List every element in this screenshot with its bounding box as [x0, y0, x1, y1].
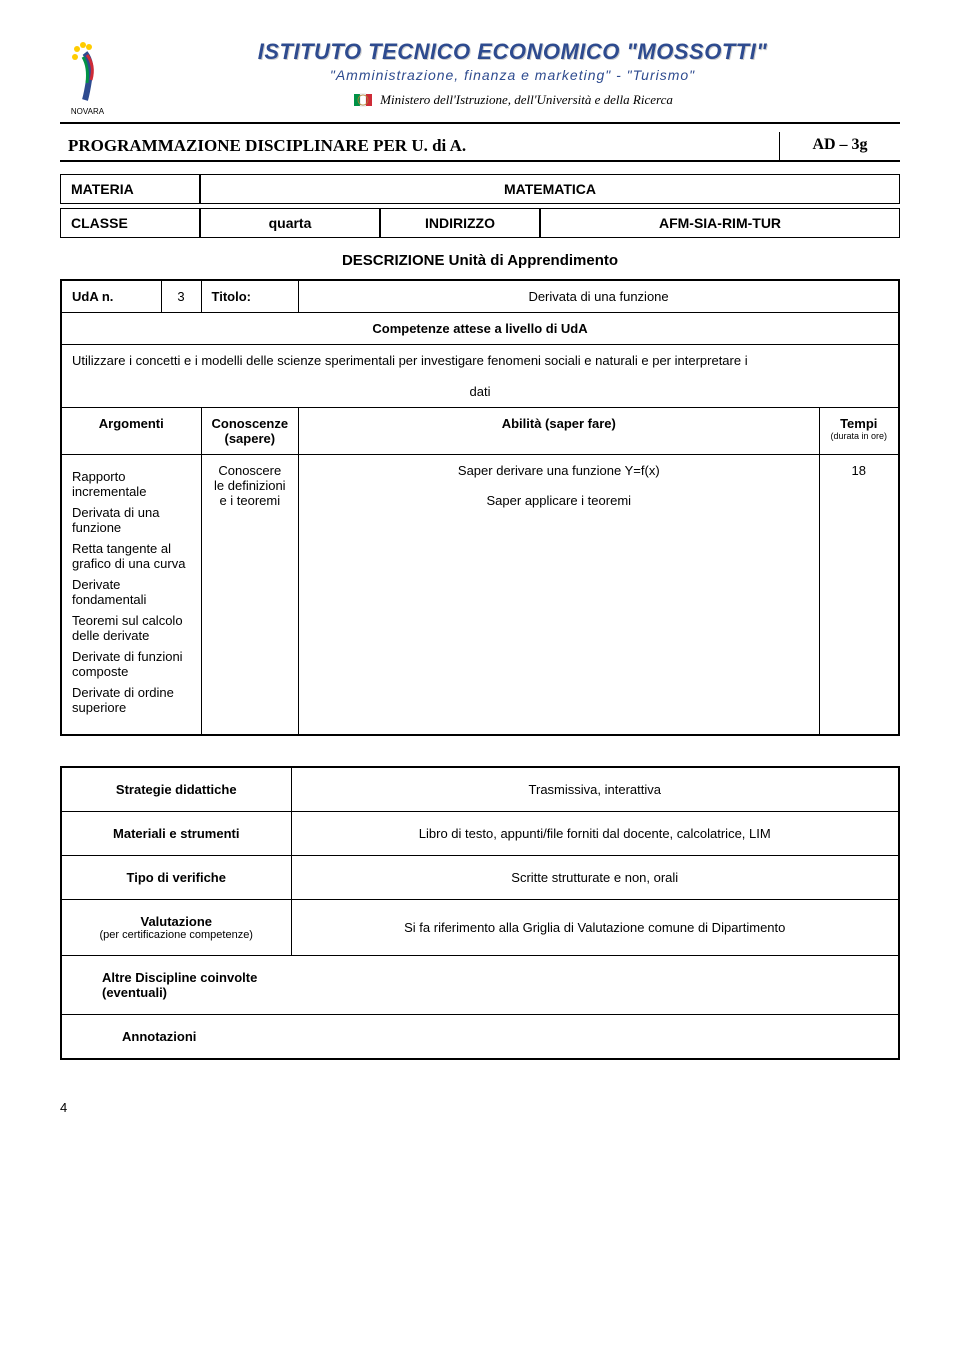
- arg-item: Derivate di ordine superiore: [72, 685, 191, 715]
- logo-novara-text: NOVARA: [71, 107, 104, 116]
- dati-row: dati: [61, 376, 899, 408]
- verifiche-row: Tipo di verifiche Scritte strutturate e …: [61, 855, 899, 899]
- uda-table: UdA n. 3 Titolo: Derivata di una funzion…: [60, 279, 900, 736]
- col-tempi: Tempi (durata in ore): [819, 408, 899, 455]
- content-row: Rapporto incrementale Derivata di una fu…: [61, 455, 899, 735]
- abilita-text1: Saper derivare una funzione Y=f(x): [458, 463, 660, 478]
- col-argomenti: Argomenti: [61, 408, 201, 455]
- header-text-block: ISTITUTO TECNICO ECONOMICO "MOSSOTTI" "A…: [125, 39, 900, 111]
- header-divider-top: [60, 122, 900, 124]
- italy-emblem-icon: [352, 89, 374, 111]
- classe-value: quarta: [200, 208, 380, 238]
- classe-row: CLASSE quarta INDIRIZZO AFM-SIA-RIM-TUR: [60, 208, 900, 238]
- uda-label: UdA n.: [61, 280, 161, 313]
- valutazione-sub: (per certificazione competenze): [74, 929, 279, 941]
- discipline-row: Altre Discipline coinvolte (eventuali): [61, 955, 899, 1014]
- uda-titolo-value: Derivata di una funzione: [299, 280, 899, 313]
- ministry-line: Ministero dell'Istruzione, dell'Universi…: [125, 89, 900, 111]
- materiali-value: Libro di testo, appunti/file forniti dal…: [291, 811, 899, 855]
- school-logo: NOVARA: [60, 30, 115, 120]
- page-number: 4: [60, 1100, 900, 1115]
- header-divider-bottom: [60, 160, 900, 162]
- indirizzo-label: INDIRIZZO: [380, 208, 540, 238]
- discipline-label: Altre Discipline coinvolte: [102, 970, 257, 985]
- materiali-label: Materiali e strumenti: [61, 811, 291, 855]
- discipline-cell: Altre Discipline coinvolte (eventuali): [61, 955, 899, 1014]
- argomenti-cell: Rapporto incrementale Derivata di una fu…: [61, 455, 201, 735]
- ministry-text: Ministero dell'Istruzione, dell'Universi…: [380, 92, 673, 108]
- uda-titolo-label: Titolo:: [201, 280, 299, 313]
- valutazione-label: Valutazione (per certificazione competen…: [61, 899, 291, 955]
- arg-item: Teoremi sul calcolo delle derivate: [72, 613, 191, 643]
- columns-header-row: Argomenti Conoscenze (sapere) Abilità (s…: [61, 408, 899, 455]
- materia-label: MATERIA: [60, 174, 200, 204]
- arg-item: Retta tangente al grafico di una curva: [72, 541, 191, 571]
- verifiche-value: Scritte strutturate e non, orali: [291, 855, 899, 899]
- descrizione-heading: DESCRIZIONE Unità di Apprendimento: [60, 252, 900, 269]
- competenze-header-row: Competenze attese a livello di UdA: [61, 313, 899, 345]
- lower-table: Strategie didattiche Trasmissiva, intera…: [60, 766, 900, 1060]
- conoscenze-cell: Conoscere le definizioni e i teoremi: [201, 455, 299, 735]
- col-abilita: Abilità (saper fare): [299, 408, 819, 455]
- materia-row: MATERIA MATEMATICA: [60, 174, 900, 204]
- indirizzo-value: AFM-SIA-RIM-TUR: [540, 208, 900, 238]
- strategie-row: Strategie didattiche Trasmissiva, intera…: [61, 767, 899, 812]
- mossotti-logo-icon: [65, 35, 110, 105]
- col-conoscenze: Conoscenze (sapere): [201, 408, 299, 455]
- annotazioni-row: Annotazioni: [61, 1014, 899, 1059]
- valutazione-row: Valutazione (per certificazione competen…: [61, 899, 899, 955]
- arg-item: Derivate fondamentali: [72, 577, 191, 607]
- materiali-row: Materiali e strumenti Libro di testo, ap…: [61, 811, 899, 855]
- document-header: NOVARA ISTITUTO TECNICO ECONOMICO "MOSSO…: [60, 30, 900, 120]
- competenze-text: Utilizzare i concetti e i modelli delle …: [61, 345, 899, 377]
- arg-item: Rapporto incrementale: [72, 469, 191, 499]
- section-code: AD – 3g: [780, 132, 900, 160]
- valutazione-label-text: Valutazione: [140, 914, 212, 929]
- section-title: PROGRAMMAZIONE DISCIPLINARE PER U. di A.: [60, 132, 780, 160]
- dati-text: dati: [61, 376, 899, 408]
- valutazione-value: Si fa riferimento alla Griglia di Valuta…: [291, 899, 899, 955]
- school-name: ISTITUTO TECNICO ECONOMICO "MOSSOTTI": [125, 39, 900, 65]
- meta-table: MATERIA MATEMATICA CLASSE quarta INDIRIZ…: [60, 174, 900, 238]
- uda-title-row: UdA n. 3 Titolo: Derivata di una funzion…: [61, 280, 899, 313]
- arg-item: Derivata di una funzione: [72, 505, 191, 535]
- competenze-header: Competenze attese a livello di UdA: [61, 313, 899, 345]
- materia-value: MATEMATICA: [200, 174, 900, 204]
- arg-item: Derivate di funzioni composte: [72, 649, 191, 679]
- abilita-cell: Saper derivare una funzione Y=f(x) Saper…: [299, 455, 819, 735]
- abilita-text2: Saper applicare i teoremi: [487, 493, 632, 508]
- col-tempi-label: Tempi: [840, 416, 877, 431]
- ore-cell: 18: [819, 455, 899, 735]
- strategie-value: Trasmissiva, interattiva: [291, 767, 899, 812]
- annotazioni-label: Annotazioni: [61, 1014, 899, 1059]
- competenze-text-row: Utilizzare i concetti e i modelli delle …: [61, 345, 899, 377]
- col-tempi-sub: (durata in ore): [830, 431, 889, 441]
- verifiche-label: Tipo di verifiche: [61, 855, 291, 899]
- discipline-sub: (eventuali): [102, 985, 167, 1000]
- strategie-label: Strategie didattiche: [61, 767, 291, 812]
- section-title-row: PROGRAMMAZIONE DISCIPLINARE PER U. di A.…: [60, 132, 900, 160]
- classe-label: CLASSE: [60, 208, 200, 238]
- school-subtitle: "Amministrazione, finanza e marketing" -…: [125, 67, 900, 83]
- uda-number: 3: [161, 280, 201, 313]
